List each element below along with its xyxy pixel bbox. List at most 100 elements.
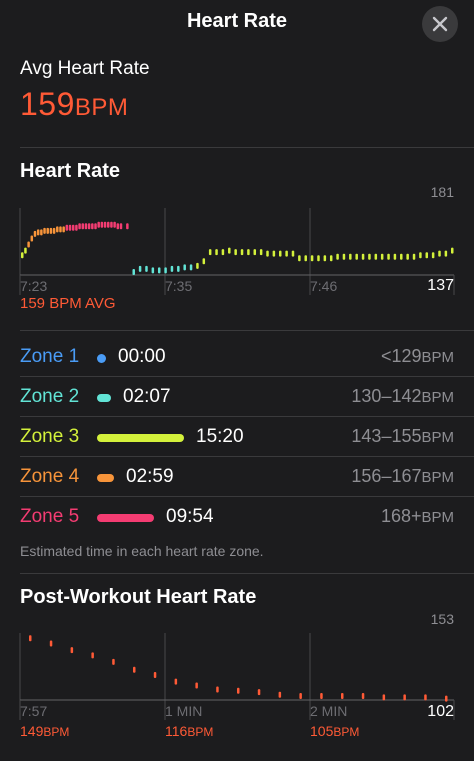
heart-rate-point (355, 253, 358, 260)
heart-rate-point (62, 226, 65, 233)
post-x-label-3: 2 MIN (310, 703, 348, 719)
post-value-1-number: 149 (20, 723, 44, 739)
heart-rate-point (419, 252, 422, 259)
heart-rate-point (189, 264, 193, 271)
post-workout-point (237, 687, 240, 694)
post-value-2-unit: BPM (187, 725, 214, 739)
post-workout-point (361, 693, 365, 700)
zone-range-value: 168+ (380, 506, 422, 526)
post-value-3: 105BPM (310, 723, 359, 739)
zone-row: Zone 3 15:20 143–155BPM (20, 417, 474, 457)
zone-name: Zone 4 (20, 466, 80, 487)
heart-rate-point (183, 264, 186, 271)
heart-rate-point (107, 221, 110, 228)
heart-rate-point (336, 253, 339, 260)
zone-range-unit: BPM (421, 469, 454, 486)
post-workout-point (320, 693, 323, 700)
post-value-1: 149BPM (20, 723, 69, 739)
zone-time: 09:54 (166, 506, 214, 527)
heart-rate-point (400, 253, 403, 260)
post-workout-point (29, 635, 32, 642)
post-workout-point (174, 678, 178, 685)
zone-range-unit: BPM (421, 429, 454, 446)
post-workout-point (91, 652, 94, 659)
post-workout-point (216, 686, 219, 693)
post-value-1-unit: BPM (43, 725, 70, 739)
heart-rate-point (431, 252, 435, 259)
heart-rate-point (24, 247, 27, 254)
heart-rate-point (393, 253, 397, 260)
heart-rate-point (196, 262, 199, 269)
zone-bar (97, 514, 154, 522)
heart-rate-point (84, 223, 88, 230)
heart-rate-point (247, 249, 250, 256)
divider (20, 147, 474, 148)
heart-rate-point (78, 223, 81, 230)
heart-rate-point (151, 267, 155, 274)
zone-time: 15:20 (196, 426, 244, 447)
close-button[interactable] (422, 6, 458, 42)
heart-rate-point (59, 226, 62, 233)
heart-rate-point (342, 253, 346, 260)
zone-row: Zone 4 02:59 156–167BPM (20, 457, 474, 497)
zone-range-unit: BPM (421, 349, 454, 366)
divider (20, 330, 474, 331)
hr-x-label-1: 7:23 (20, 278, 48, 294)
heart-rate-point (119, 223, 123, 230)
heart-rate-point (27, 241, 30, 248)
post-value-2-number: 116 (165, 723, 188, 739)
heart-rate-point (234, 249, 237, 256)
heart-rate-point (126, 223, 129, 230)
avg-heart-rate-number: 159 (20, 86, 75, 122)
heart-rate-point (412, 253, 416, 260)
heart-rate-point (438, 250, 441, 257)
post-x-label-1: 7:57 (20, 703, 48, 719)
heart-rate-point (221, 249, 225, 256)
heart-rate-point (40, 229, 43, 236)
hr-chart-marks (21, 221, 454, 275)
heart-rate-point (361, 253, 365, 260)
post-workout-point (299, 693, 302, 700)
zone-divider (20, 456, 474, 457)
post-y-min-label: 102 (427, 703, 454, 720)
post-value-3-unit: BPM (333, 725, 360, 739)
close-icon (432, 16, 448, 32)
heart-rate-point (425, 252, 429, 259)
zone-range-value: 156–167 (351, 466, 422, 486)
zone-range: 130–142BPM (351, 386, 454, 407)
heart-rate-point (317, 255, 320, 262)
post-workout-point (257, 689, 261, 696)
heart-rate-point (380, 253, 384, 260)
heart-rate-point (272, 250, 276, 257)
heart-rate-point (116, 223, 120, 230)
post-workout-point (341, 693, 344, 700)
heart-rate-point (68, 224, 72, 231)
hr-y-max-label: 181 (430, 184, 454, 200)
post-workout-point (70, 647, 74, 654)
avg-heart-rate-label: Avg Heart Rate (20, 58, 150, 79)
heart-rate-point (30, 235, 34, 242)
post-workout-point (49, 640, 53, 647)
zone-range-value: <129 (380, 346, 422, 366)
heart-rate-point (374, 253, 378, 260)
post-workout-point (445, 695, 448, 702)
heart-rate-point (145, 265, 148, 272)
hr-chart-grid (19, 208, 455, 295)
zone-note: Estimated time in each heart rate zone. (20, 543, 264, 559)
heart-rate-point (49, 227, 53, 234)
zone-time: 00:00 (118, 346, 166, 367)
post-workout-point (278, 691, 282, 698)
heart-rate-point (87, 223, 91, 230)
heart-rate-point (52, 227, 56, 234)
heart-rate-point (46, 227, 49, 234)
heart-rate-point (138, 265, 142, 272)
zone-name: Zone 5 (20, 506, 80, 527)
zone-bar (97, 354, 106, 363)
heart-rate-point (406, 253, 409, 260)
post-chart-grid (19, 633, 455, 720)
zone-divider (20, 416, 474, 417)
heart-rate-point (65, 224, 69, 231)
heart-rate-point (310, 255, 314, 262)
post-workout-point (424, 694, 427, 701)
post-workout-point (153, 672, 157, 679)
